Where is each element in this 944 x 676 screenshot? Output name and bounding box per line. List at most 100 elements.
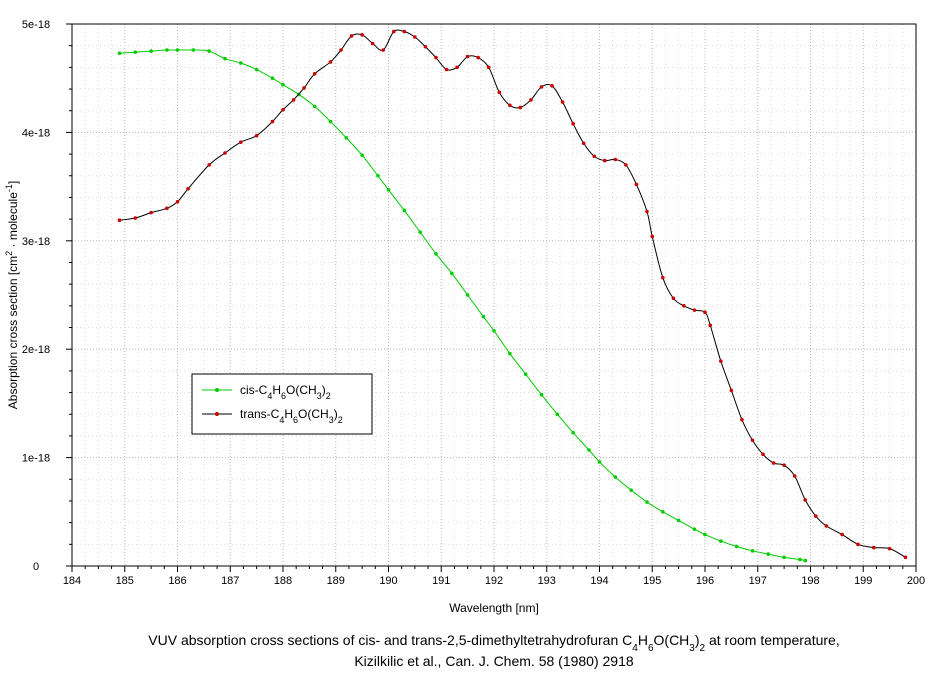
data-point: [661, 510, 665, 514]
data-point: [872, 545, 876, 550]
data-point: [434, 252, 438, 256]
x-tick-label: 188: [274, 575, 292, 587]
data-point: [750, 438, 755, 443]
data-point: [682, 304, 686, 308]
x-tick-label: 194: [590, 575, 608, 587]
data-point: [529, 98, 533, 102]
data-point: [539, 392, 544, 397]
data-point: [840, 532, 844, 537]
series-layer: [117, 29, 908, 563]
data-point: [117, 218, 122, 222]
data-point: [476, 55, 480, 60]
data-point: [887, 546, 892, 551]
data-point: [481, 314, 486, 319]
data-point: [523, 372, 528, 376]
data-point: [270, 119, 275, 124]
data-point: [376, 173, 380, 178]
data-point: [328, 60, 333, 64]
data-point: [339, 48, 343, 52]
data-point: [450, 271, 454, 276]
x-tick-label: 199: [854, 575, 872, 587]
data-point: [792, 474, 797, 478]
data-point: [650, 234, 655, 239]
data-point: [761, 452, 765, 457]
data-point: [571, 430, 575, 435]
data-point: [539, 85, 544, 89]
x-tick-label: 197: [749, 575, 767, 587]
data-point: [782, 463, 786, 467]
data-point: [186, 186, 190, 191]
y-tick-label: 0: [33, 561, 39, 573]
data-point: [824, 524, 829, 528]
data-point: [692, 308, 697, 312]
data-point: [223, 151, 227, 155]
data-point: [571, 121, 575, 126]
data-point: [771, 461, 776, 465]
data-point: [418, 230, 422, 234]
data-point: [703, 532, 707, 537]
data-point: [518, 105, 523, 110]
data-point: [423, 44, 428, 49]
x-tick-label: 192: [485, 575, 503, 587]
data-point: [207, 163, 211, 167]
data-point: [508, 351, 512, 356]
legend-label-cis: cis-C4H6O(CH3)2: [240, 383, 331, 401]
series-line: [119, 49, 806, 562]
data-point: [239, 61, 243, 65]
data-point: [613, 475, 618, 479]
data-point: [402, 29, 407, 34]
data-point: [312, 72, 317, 76]
data-point: [798, 557, 802, 562]
data-point: [613, 157, 618, 162]
data-point: [302, 86, 306, 90]
data-point: [729, 388, 734, 393]
data-point: [149, 49, 153, 53]
data-point: [360, 153, 364, 157]
data-point: [708, 323, 713, 328]
data-point: [497, 90, 502, 95]
x-ticks: 184 185 186 187 188 189 190 191 192 193 194 195 196 1…: [63, 566, 925, 587]
x-tick-label: 200: [907, 575, 925, 587]
data-point: [312, 104, 317, 109]
data-point: [486, 65, 491, 70]
data-point: [223, 56, 227, 61]
x-tick-label: 186: [168, 575, 186, 587]
x-tick-label: 198: [801, 575, 819, 587]
data-point: [455, 65, 459, 70]
data-point: [175, 48, 180, 52]
data-point: [740, 417, 744, 422]
data-point: [492, 328, 496, 333]
data-point: [391, 29, 396, 34]
data-point: [413, 35, 417, 39]
data-point: [782, 555, 786, 560]
data-point: [386, 188, 391, 192]
data-point: [133, 216, 138, 220]
data-point: [254, 133, 259, 138]
x-tick-label: 187: [221, 575, 239, 587]
data-point: [629, 488, 633, 492]
data-point: [291, 98, 296, 102]
x-tick-label: 190: [379, 575, 397, 587]
data-point: [602, 158, 607, 163]
data-point: [734, 544, 739, 549]
data-point: [165, 48, 169, 52]
x-tick-label: 196: [696, 575, 714, 587]
y-ticks: 0 1e-18 2e-18 3e-18 4e-18 5e-18: [22, 19, 72, 573]
data-point: [903, 555, 908, 560]
y-tick-label: 4e-18: [22, 127, 50, 139]
data-point: [175, 199, 180, 204]
data-point: [381, 48, 386, 52]
data-point: [133, 50, 138, 54]
y-tick-label: 5e-18: [22, 19, 50, 31]
x-tick-label: 184: [63, 575, 81, 587]
data-point: [360, 33, 364, 37]
data-point: [344, 136, 349, 140]
data-point: [281, 107, 285, 112]
caption-line-2: Kizilkilic et al., Can. J. Chem. 58 (198…: [354, 653, 634, 669]
data-point: [856, 542, 860, 547]
data-point: [281, 82, 285, 87]
data-point: [555, 412, 560, 417]
data-point: [766, 552, 771, 556]
y-axis-title: Absorption cross section [cm2 · molecule…: [4, 181, 20, 409]
data-point: [645, 500, 649, 504]
